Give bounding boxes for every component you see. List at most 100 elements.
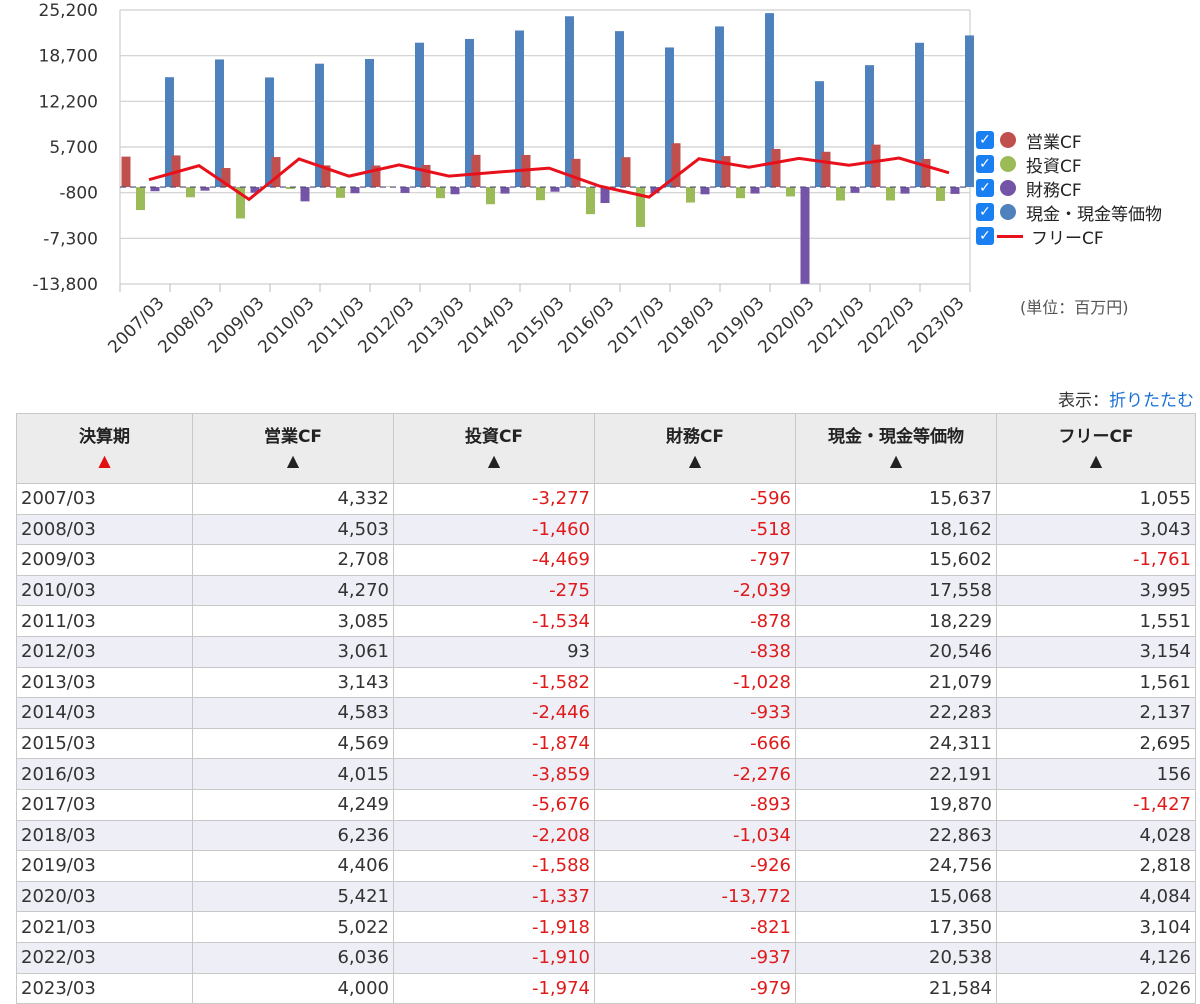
column-header[interactable]: 営業CF ▲ [192,413,394,484]
column-header[interactable]: 決算期 ▲ [16,413,193,484]
bar-2 [700,187,710,195]
bar-3 [165,77,174,188]
bar-2 [200,187,210,191]
bar-1 [436,187,445,199]
sort-arrow-icon[interactable]: ▲ [98,451,111,470]
table-row: 2017/03 4,249 -5,676 -893 19,870 -1,427 [16,788,1196,821]
value-cell: -2,446 [393,697,595,729]
bar-3 [765,13,774,188]
checkbox-icon[interactable]: ✓ [976,203,994,221]
value-cell: -596 [594,483,796,515]
bar-2 [800,187,810,284]
column-header[interactable]: 現金・現金等価物 ▲ [795,413,997,484]
bar-1 [486,187,495,205]
value-cell: 4,503 [192,513,394,546]
value-cell: 2,137 [996,697,1196,729]
table-row: 2022/03 6,036 -1,910 -937 20,538 4,126 [16,941,1196,974]
value-cell: 3,995 [996,574,1196,607]
bar-0 [271,157,281,188]
period-cell: 2008/03 [16,513,193,546]
checkbox-icon[interactable]: ✓ [976,131,994,149]
value-cell: 22,283 [795,697,997,729]
bar-0 [421,164,431,188]
table-row: 2010/03 4,270 -275 -2,039 17,558 3,995 [16,574,1196,607]
legend-label: フリーCF [1031,228,1104,249]
value-cell: 4,332 [192,483,394,515]
column-header[interactable]: 投資CF ▲ [393,413,595,484]
sort-arrow-icon[interactable]: ▲ [487,451,501,470]
bar-0 [371,165,381,188]
sort-arrow-icon[interactable]: ▲ [889,451,903,470]
sort-arrow-icon[interactable]: ▲ [286,451,300,470]
bar-1 [886,187,895,201]
legend-item-operating[interactable]: ✓ 営業CF [976,128,1162,153]
checkbox-icon[interactable]: ✓ [976,155,994,173]
column-header[interactable]: 財務CF ▲ [594,413,796,484]
column-header-label: フリーCF [1058,427,1134,447]
value-cell: 4,569 [192,727,394,760]
y-tick-label: -7,300 [43,229,98,249]
checkbox-icon[interactable]: ✓ [976,227,994,245]
bar-2 [250,187,260,193]
value-cell: -1,974 [393,972,595,1004]
bar-0 [471,154,481,188]
value-cell: 5,022 [192,911,394,943]
legend-swatch [1000,204,1016,220]
display-toggle: 表示：折りたたむ [1058,386,1194,411]
table-body: 2007/03 4,332 -3,277 -596 15,637 1,055 2008/03… [16,483,1196,1004]
bar-3 [215,59,224,188]
period-cell: 2022/03 [16,941,193,974]
checkbox-icon[interactable]: ✓ [976,179,994,197]
period-cell: 2020/03 [16,880,193,913]
value-cell: 4,000 [192,972,394,1004]
y-tick-label: 12,200 [39,92,98,112]
table-row: 2015/03 4,569 -1,874 -666 24,311 2,695 [16,727,1196,760]
bar-2 [600,187,610,204]
value-cell: 15,602 [795,544,997,576]
bar-2 [650,187,660,194]
bar-1 [936,187,945,201]
value-cell: -821 [594,911,796,943]
legend-item-free-cf[interactable]: ✓ フリーCF [976,224,1162,249]
free-cf-line [148,156,950,202]
bar-3 [865,65,874,188]
legend-label: 投資CF [1026,156,1082,177]
bar-0 [771,148,781,188]
y-tick-label: -800 [59,184,98,204]
value-cell: 2,818 [996,850,1196,882]
value-cell: 19,870 [795,788,997,821]
column-header[interactable]: フリーCF ▲ [996,413,1196,484]
table-row: 2008/03 4,503 -1,460 -518 18,162 3,043 [16,513,1196,546]
legend-item-cash[interactable]: ✓ 現金・現金等価物 [976,200,1162,225]
legend-item-investing[interactable]: ✓ 投資CF [976,152,1162,177]
table-row: 2011/03 3,085 -1,534 -878 18,229 1,551 [16,605,1196,637]
value-cell: 20,538 [795,941,997,974]
sort-arrow-icon[interactable]: ▲ [688,451,702,470]
collapse-link[interactable]: 折りたたむ [1109,391,1194,411]
value-cell: -1,582 [393,666,595,699]
value-cell: -926 [594,850,796,882]
bar-0 [921,158,931,188]
value-cell: -1,034 [594,819,796,852]
column-header-label: 現金・現金等価物 [828,427,964,447]
value-cell: -2,039 [594,574,796,607]
bar-2 [500,187,510,194]
table-row: 2023/03 4,000 -1,974 -979 21,584 2,026 [16,972,1196,1004]
value-cell: -1,761 [996,544,1196,576]
bar-0 [221,168,231,188]
legend-item-financing[interactable]: ✓ 財務CF [976,176,1162,201]
bar-3 [465,38,474,188]
y-tick-label: 25,200 [39,1,98,21]
value-cell: -937 [594,941,796,974]
legend-line-swatch [997,234,1023,238]
bar-1 [136,187,145,211]
bar-1 [836,187,845,201]
value-cell: -1,910 [393,941,595,974]
sort-arrow-icon[interactable]: ▲ [1089,451,1103,470]
value-cell: 17,558 [795,574,997,607]
column-header-label: 財務CF [665,427,725,447]
table-row: 2020/03 5,421 -1,337 -13,772 15,068 4,084 [16,880,1196,913]
period-cell: 2010/03 [16,574,193,607]
legend-swatch [1000,132,1016,148]
value-cell: -4,469 [393,544,595,576]
